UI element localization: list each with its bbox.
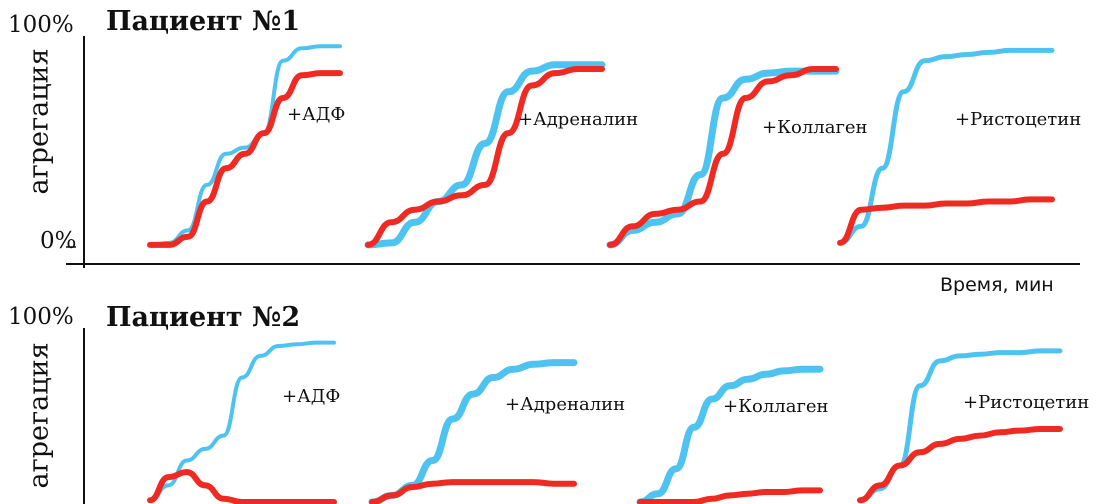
series-line-healthy-1-4 (837, 47, 1055, 246)
chart-svg-1: +АДФ +Адреналин +Коллаген +Ристоцетин (66, 36, 1081, 268)
series-line-patient-1-4 (837, 196, 1055, 246)
ytick-bottom-1: 0% (40, 228, 77, 254)
annotation-label-2-4: +Ристоцетин (963, 392, 1089, 413)
chart-svg-2: +АДФ +Адреналин +Коллаген +Ристоцетин (83, 328, 1089, 504)
annotation-label-1-1: +АДФ (287, 104, 345, 125)
series-line-patient-1-3 (607, 66, 839, 248)
series-line-healthy-1-2 (364, 61, 606, 249)
series-line-healthy-2-3 (636, 365, 824, 504)
series-line-patient-2-1 (147, 469, 337, 504)
series-line-patient-2-4 (857, 426, 1063, 504)
panel-title-2: Пациент №2 (106, 302, 301, 333)
panel-title-1: Пациент №1 (106, 6, 301, 37)
series-line-healthy-2-1 (148, 340, 336, 503)
annotation-label-1-4: +Ристоцетин (955, 109, 1081, 130)
annotation-label-2-1: +АДФ (282, 386, 340, 407)
series-line-patient-1-2 (365, 66, 605, 248)
ytick-top-2: 100% (8, 304, 74, 330)
annotation-label-2-2: +Адреналин (505, 394, 625, 415)
annotation-label-1-2: +Адреналин (518, 109, 638, 130)
annotation-label-1-3: +Коллаген (762, 117, 868, 138)
xlabel-1: Время, мин (940, 274, 1054, 296)
chart-panel-2: 100% агрегация Пациент №2 +АДФ +Адреналин… (0, 300, 1103, 504)
series-line-patient-2-3 (637, 487, 823, 504)
series-line-patient-2-2 (369, 479, 577, 504)
series-line-healthy-1-1 (148, 44, 342, 247)
annotation-label-2-3: +Коллаген (723, 396, 829, 417)
ytick-top-1: 100% (8, 12, 74, 38)
chart-panel-1: 100% 0% агрегация Пациент №1 Время, мин … (8, 6, 1081, 296)
series-line-patient-1-1 (147, 70, 343, 248)
